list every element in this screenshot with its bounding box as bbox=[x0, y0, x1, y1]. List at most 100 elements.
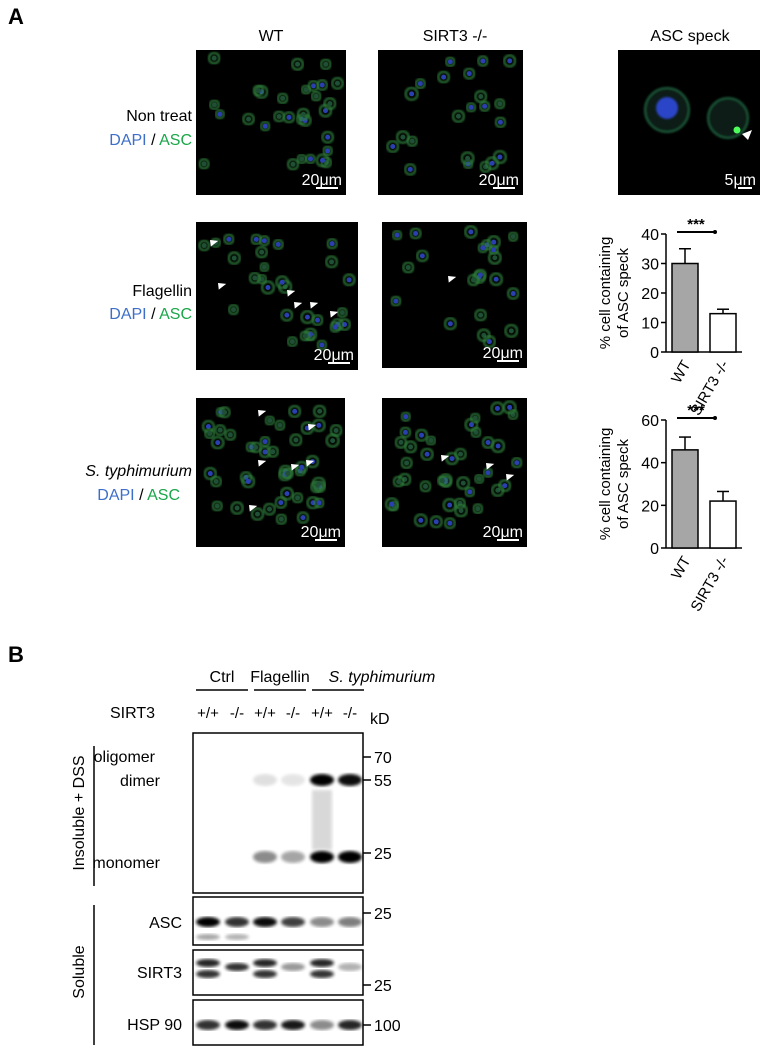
arrowhead bbox=[287, 290, 296, 297]
y-label: % cell containing bbox=[597, 237, 614, 350]
nucleus bbox=[485, 470, 491, 476]
nucleus bbox=[201, 161, 207, 167]
nucleus bbox=[510, 291, 516, 297]
band bbox=[253, 774, 277, 786]
nucleus bbox=[234, 505, 240, 511]
cell bbox=[445, 56, 456, 67]
micrograph bbox=[196, 222, 358, 370]
cell bbox=[209, 99, 220, 111]
nucleus bbox=[477, 272, 483, 278]
cell bbox=[204, 428, 216, 439]
band bbox=[281, 963, 305, 971]
arrowhead bbox=[258, 460, 267, 467]
cell bbox=[331, 77, 344, 90]
nucleus bbox=[299, 156, 305, 162]
nucleus bbox=[217, 427, 223, 433]
arrowhead bbox=[308, 424, 317, 431]
nucleus bbox=[417, 81, 423, 87]
nucleus bbox=[278, 500, 284, 506]
nucleus bbox=[478, 312, 484, 318]
band bbox=[196, 917, 220, 927]
blot bbox=[192, 949, 364, 996]
nucleus bbox=[266, 506, 272, 512]
cell bbox=[242, 112, 255, 126]
cell bbox=[482, 335, 496, 349]
x-tick-label: WT bbox=[668, 554, 694, 583]
nucleus bbox=[489, 160, 495, 166]
band-label: monomer bbox=[92, 855, 160, 872]
cell bbox=[300, 310, 315, 325]
cell bbox=[316, 79, 328, 91]
significance: *** bbox=[687, 216, 705, 233]
cell bbox=[282, 111, 296, 124]
nucleus bbox=[470, 277, 476, 283]
band bbox=[225, 917, 249, 927]
marker-label: 25 bbox=[374, 846, 392, 863]
y-label: of ASC speck bbox=[615, 247, 632, 338]
sep: / bbox=[151, 306, 156, 323]
cell bbox=[336, 307, 348, 318]
nucleus bbox=[325, 134, 331, 140]
nucleus bbox=[255, 88, 261, 94]
nucleus bbox=[497, 119, 503, 125]
nucleus bbox=[413, 230, 419, 236]
nucleus bbox=[502, 483, 508, 489]
cell bbox=[263, 502, 276, 516]
cell bbox=[329, 321, 341, 333]
cell bbox=[322, 145, 333, 157]
nucleus bbox=[409, 91, 415, 97]
nucleus bbox=[222, 409, 228, 415]
nucleus bbox=[409, 138, 415, 144]
micrograph bbox=[382, 222, 527, 368]
cell bbox=[280, 486, 294, 501]
unit: kD bbox=[370, 711, 390, 728]
y-tick-label: 10 bbox=[641, 316, 659, 333]
nucleus bbox=[455, 113, 461, 119]
cell bbox=[264, 415, 275, 426]
nucleus bbox=[507, 58, 513, 64]
nucleus bbox=[284, 312, 290, 318]
y-tick-label: 20 bbox=[641, 498, 659, 515]
cell bbox=[477, 242, 489, 254]
band bbox=[338, 963, 362, 971]
scale-label: 20μm bbox=[302, 172, 342, 189]
y-tick-label: 30 bbox=[641, 257, 659, 274]
stain-label: DAPI / ASC bbox=[109, 132, 192, 149]
nucleus bbox=[226, 236, 232, 242]
nucleus bbox=[495, 487, 501, 493]
blot-label: SIRT3 bbox=[137, 965, 182, 982]
cell bbox=[425, 435, 437, 446]
nucleus bbox=[497, 154, 503, 160]
cell bbox=[463, 67, 476, 80]
nucleus bbox=[270, 449, 276, 455]
cell bbox=[207, 51, 221, 65]
cell bbox=[485, 156, 499, 171]
band bbox=[196, 934, 220, 940]
stain: ASC bbox=[147, 487, 180, 504]
nucleus bbox=[316, 500, 322, 506]
cell bbox=[313, 497, 325, 509]
nucleus bbox=[300, 111, 306, 117]
arrowhead bbox=[306, 460, 315, 467]
cell bbox=[316, 339, 328, 351]
nucleus bbox=[205, 424, 211, 430]
cell bbox=[259, 262, 270, 273]
cell bbox=[313, 404, 327, 418]
band bbox=[253, 959, 277, 967]
band bbox=[253, 970, 277, 978]
stain: DAPI bbox=[97, 487, 134, 504]
cell bbox=[323, 97, 337, 111]
band bbox=[310, 851, 334, 863]
cell bbox=[404, 163, 417, 176]
nucleus bbox=[261, 238, 267, 244]
nucleus bbox=[213, 478, 219, 484]
nucleus bbox=[215, 440, 221, 446]
nucleus bbox=[497, 101, 503, 107]
nucleus bbox=[492, 255, 498, 261]
nucleus bbox=[293, 437, 299, 443]
cell bbox=[275, 275, 289, 290]
cell bbox=[218, 406, 231, 419]
significance: *** bbox=[687, 402, 705, 419]
nucleus bbox=[262, 439, 268, 445]
